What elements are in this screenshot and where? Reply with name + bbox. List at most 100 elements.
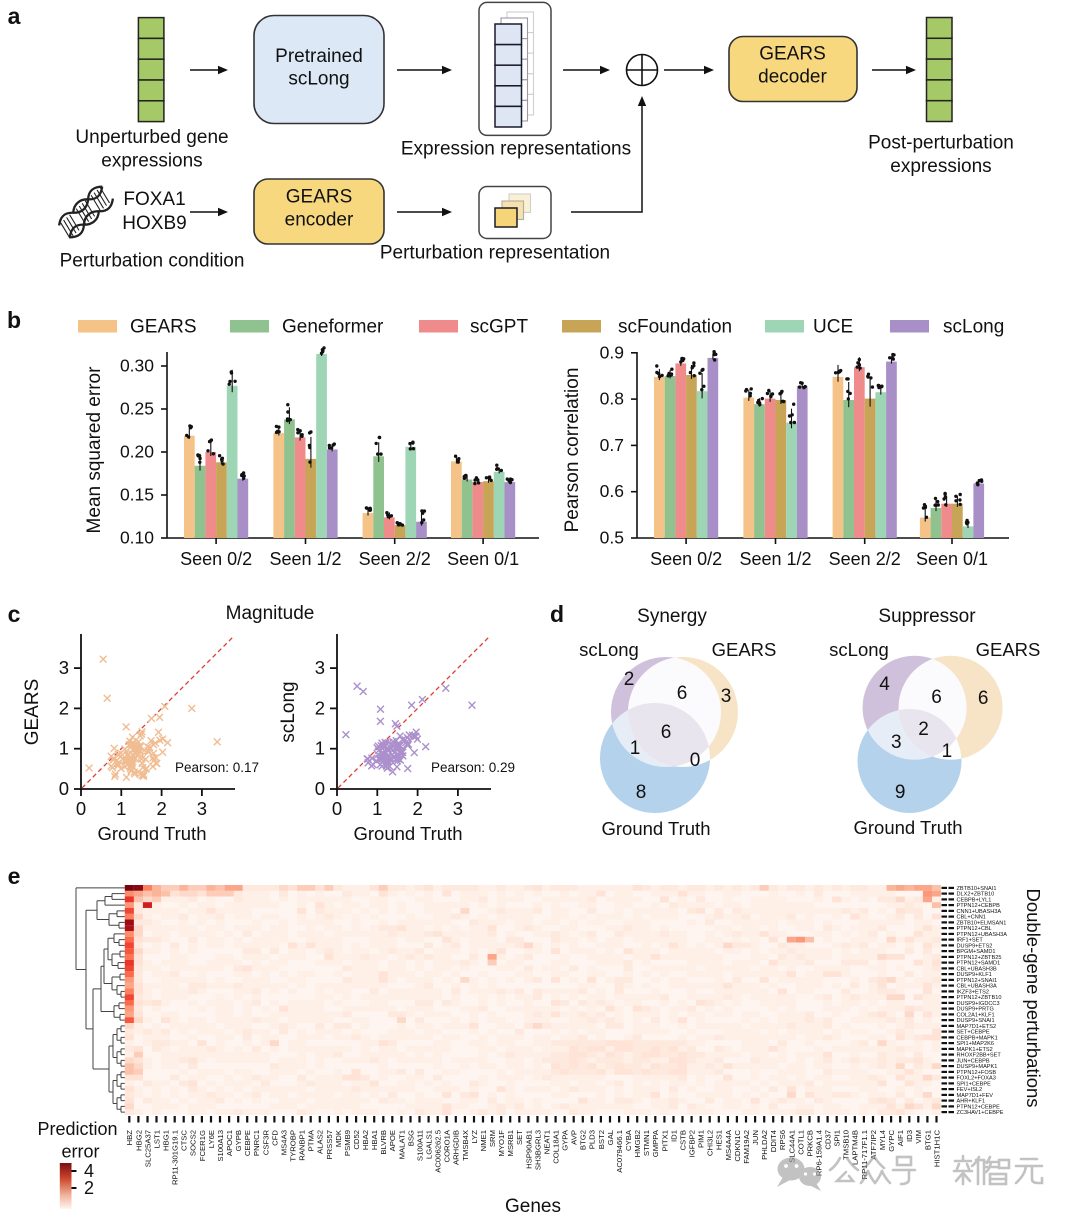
svg-text:6: 6 [661, 722, 672, 743]
svg-text:b: b [7, 307, 21, 333]
svg-text:SRM: SRM [488, 1130, 497, 1147]
svg-text:SPI1: SPI1 [833, 1130, 842, 1147]
svg-text:Seen 1/2: Seen 1/2 [269, 549, 341, 569]
svg-text:DLX2+ZBTB10: DLX2+ZBTB10 [957, 892, 995, 898]
svg-text:PTPN12+SAMD1: PTPN12+SAMD1 [957, 961, 1001, 967]
svg-text:HBA1: HBA1 [370, 1130, 379, 1150]
svg-text:0.20: 0.20 [120, 442, 154, 462]
svg-text:S100A13: S100A13 [216, 1130, 225, 1162]
svg-text:scFoundation: scFoundation [618, 317, 732, 338]
svg-text:HBZ: HBZ [125, 1130, 134, 1146]
svg-text:IGFBP2: IGFBP2 [688, 1130, 697, 1157]
svg-text:8: 8 [636, 782, 647, 803]
svg-text:CSTB: CSTB [678, 1130, 687, 1151]
svg-text:MS4A4A: MS4A4A [724, 1129, 733, 1160]
svg-text:Seen 0/1: Seen 0/1 [447, 549, 519, 569]
svg-text:PTPN12+CEBPE: PTPN12+CEBPE [957, 1104, 1001, 1110]
svg-text:1: 1 [116, 798, 126, 819]
svg-text:0.5: 0.5 [600, 528, 624, 548]
svg-text:Seen 0/2: Seen 0/2 [180, 549, 252, 569]
svg-text:2: 2 [156, 798, 166, 819]
svg-text:a: a [8, 3, 21, 29]
svg-text:PTPN12+ZBTB25: PTPN12+ZBTB25 [957, 955, 1002, 961]
svg-text:9: 9 [895, 782, 906, 803]
svg-text:ATF7IP2: ATF7IP2 [869, 1130, 878, 1160]
svg-text:FOXA1: FOXA1 [123, 189, 185, 210]
svg-text:AC079466.1: AC079466.1 [615, 1130, 624, 1173]
svg-text:ID1: ID1 [669, 1130, 678, 1142]
svg-text:error: error [61, 1142, 99, 1162]
svg-text:FAM19A2: FAM19A2 [742, 1130, 751, 1164]
svg-text:ALAS2: ALAS2 [316, 1130, 325, 1154]
svg-text:STMN1: STMN1 [642, 1130, 651, 1156]
svg-text:LST1: LST1 [152, 1130, 161, 1148]
svg-text:DUSP9+ETS2: DUSP9+ETS2 [957, 943, 993, 949]
svg-text:Double-gene perturbations: Double-gene perturbations [1023, 888, 1044, 1107]
svg-text:SOCS2: SOCS2 [189, 1130, 198, 1156]
svg-text:d: d [550, 601, 564, 627]
svg-text:PSMB9: PSMB9 [343, 1130, 352, 1156]
svg-text:AC006262.5: AC006262.5 [434, 1130, 443, 1173]
svg-text:PTPN12+SNAI1: PTPN12+SNAI1 [957, 978, 998, 984]
svg-text:BSG: BSG [406, 1130, 415, 1146]
svg-text:CFD: CFD [270, 1130, 279, 1146]
svg-text:Ground Truth: Ground Truth [97, 823, 206, 844]
svg-text:GEARS: GEARS [759, 44, 826, 65]
svg-text:JUN+CEBPB: JUN+CEBPB [957, 1058, 990, 1064]
svg-text:NME1: NME1 [479, 1130, 488, 1151]
svg-text:CBL+CNN1: CBL+CNN1 [957, 915, 986, 921]
svg-text:CSF3R: CSF3R [261, 1130, 270, 1156]
svg-text:4: 4 [879, 674, 890, 695]
svg-text:MDK: MDK [334, 1129, 343, 1147]
svg-text:MAP7D1+ETS2: MAP7D1+ETS2 [957, 1024, 997, 1030]
svg-text:Seen 0/2: Seen 0/2 [650, 549, 722, 569]
svg-text:COTL1: COTL1 [796, 1130, 805, 1155]
svg-text:0: 0 [332, 798, 342, 819]
svg-text:LY6E: LY6E [207, 1130, 216, 1148]
svg-text:PTPN12+ZBTB10: PTPN12+ZBTB10 [957, 995, 1002, 1001]
svg-text:COL2A1+KLF1: COL2A1+KLF1 [957, 1012, 995, 1018]
svg-text:GAL: GAL [606, 1129, 615, 1145]
svg-text:ZBTB10+SNAI1: ZBTB10+SNAI1 [957, 886, 997, 892]
svg-text:TYROBP: TYROBP [289, 1130, 298, 1162]
svg-text:RHOXF2BB+SET: RHOXF2BB+SET [957, 1053, 1002, 1059]
svg-text:CBL+UBASH3A: CBL+UBASH3A [957, 984, 998, 990]
svg-text:Seen 2/2: Seen 2/2 [359, 549, 431, 569]
svg-text:BPGM+SAMD1: BPGM+SAMD1 [957, 949, 996, 955]
svg-text:LAPTM4B: LAPTM4B [851, 1130, 860, 1165]
svg-text:PRSS57: PRSS57 [325, 1130, 334, 1160]
svg-text:CD52: CD52 [352, 1130, 361, 1150]
svg-text:c: c [8, 601, 21, 627]
svg-text:Ground Truth: Ground Truth [601, 818, 710, 839]
svg-text:scGPT: scGPT [470, 317, 528, 338]
svg-text:FCER1G: FCER1G [198, 1130, 207, 1161]
svg-text:Perturbation condition: Perturbation condition [60, 251, 245, 272]
svg-text:DUSP9+IGDCC3: DUSP9+IGDCC3 [957, 1001, 1000, 1007]
svg-text:SLC44A1: SLC44A1 [787, 1130, 796, 1163]
svg-text:6: 6 [677, 683, 688, 704]
svg-text:Pearson: 0.29: Pearson: 0.29 [431, 760, 515, 775]
svg-text:MYL4: MYL4 [878, 1129, 887, 1150]
svg-text:0: 0 [690, 750, 701, 771]
svg-text:0.25: 0.25 [120, 399, 154, 419]
svg-text:PTPN12+CBL: PTPN12+CBL [957, 926, 992, 932]
svg-text:0.7: 0.7 [600, 435, 624, 455]
svg-text:DUSP9+PRTG: DUSP9+PRTG [957, 1007, 994, 1013]
svg-text:RP11-301G19.1: RP11-301G19.1 [171, 1130, 180, 1185]
svg-text:GYPC: GYPC [887, 1130, 896, 1152]
svg-text:AHR+KLF1: AHR+KLF1 [957, 1099, 985, 1105]
svg-text:decoder: decoder [758, 67, 827, 88]
svg-text:4: 4 [84, 1161, 94, 1181]
svg-text:BTG1: BTG1 [923, 1130, 932, 1150]
svg-text:GEARS: GEARS [22, 679, 43, 746]
svg-text:AVP: AVP [570, 1130, 579, 1145]
svg-text:0.6: 0.6 [600, 481, 624, 501]
svg-text:2: 2 [315, 697, 325, 718]
svg-text:expressions: expressions [890, 156, 991, 177]
svg-text:Pretrained: Pretrained [275, 46, 363, 67]
svg-text:CEBPB+MAPK1: CEBPB+MAPK1 [957, 1035, 998, 1041]
svg-text:CEBPB+LYL1: CEBPB+LYL1 [957, 897, 992, 903]
svg-text:PTMA: PTMA [307, 1129, 316, 1151]
svg-text:HBA2: HBA2 [361, 1130, 370, 1150]
svg-text:3: 3 [197, 798, 207, 819]
